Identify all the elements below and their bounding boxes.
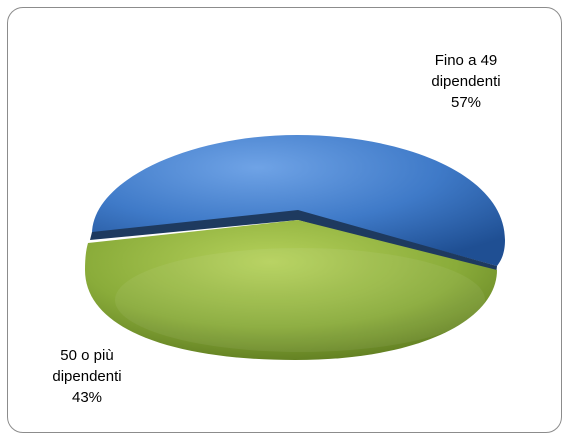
pie-slice-50-o-piu [85, 220, 497, 360]
slice-label-line2: dipendenti [431, 73, 501, 90]
slice-label-line1: Fino a 49 [434, 52, 498, 69]
slice-label-50-o-piu: 50 o più dipendenti 43% [28, 345, 146, 408]
slice-label-line1: 50 o più [60, 347, 114, 364]
slice-label-line2: dipendenti [52, 368, 122, 385]
pie-slice-fino-a-49 [92, 135, 505, 266]
slice-label-value: 43% [71, 389, 103, 406]
slice-label-fino-a-49: Fino a 49 dipendenti 57% [407, 50, 525, 113]
pie-slice-fino-a-49-edge [90, 210, 497, 275]
pie-highlight [115, 248, 485, 352]
slice-label-value: 57% [450, 94, 482, 111]
